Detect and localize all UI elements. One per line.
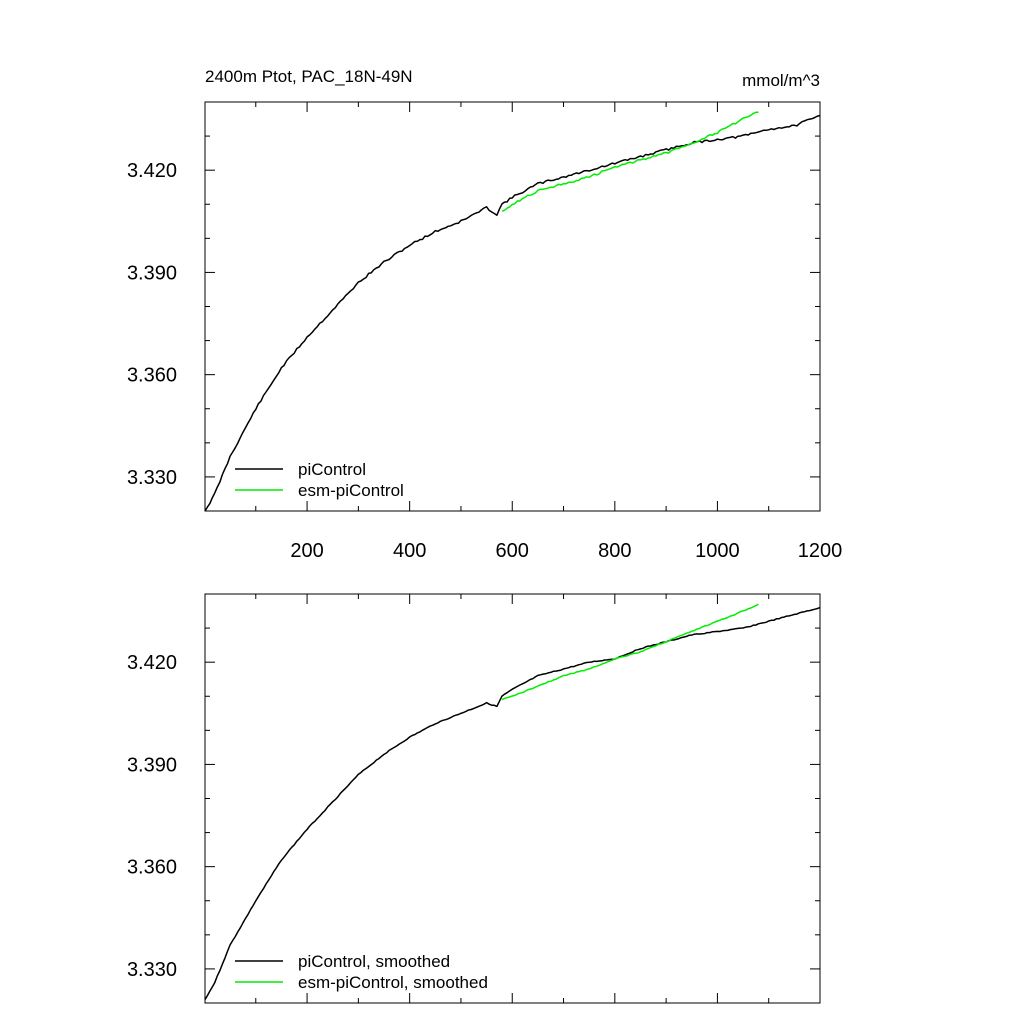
top-panel: 3.330 3.360 3.390 3.420 200 400 600 800 1000 1200… <box>127 101 843 562</box>
x-tick-label: 1200 <box>798 540 843 562</box>
series-line-esm-picontrol <box>501 603 759 701</box>
units-label: mmol/m^3 <box>742 71 820 90</box>
y-tick-label: 3.360 <box>127 857 177 879</box>
y-tick-label: 3.360 <box>127 365 177 387</box>
bottom-panel: 3.330 3.360 3.390 3.420 piControl, smoothed e… <box>127 593 821 1004</box>
legend-label: piControl, smoothed <box>298 952 450 971</box>
x-tick-label: 200 <box>290 540 323 562</box>
x-tick-label: 400 <box>393 540 426 562</box>
x-tick-label: 1000 <box>695 540 740 562</box>
y-tick-label: 3.330 <box>127 467 177 489</box>
legend-label: esm-piControl, smoothed <box>298 973 488 992</box>
y-tick-label: 3.390 <box>127 754 177 776</box>
y-tick-label: 3.420 <box>127 160 177 182</box>
series-line-picontrol <box>204 606 821 1000</box>
series-line-picontrol <box>204 114 821 512</box>
series-line-esm-picontrol <box>501 111 759 212</box>
plot-frame <box>204 593 821 1004</box>
y-tick-label: 3.330 <box>127 959 177 981</box>
x-tick-label: 600 <box>496 540 529 562</box>
figure-title: 2400m Ptot, PAC_18N-49N <box>205 67 413 86</box>
legend-label: esm-piControl <box>298 481 404 500</box>
x-tick-label: 800 <box>598 540 631 562</box>
y-tick-label: 3.390 <box>127 262 177 284</box>
legend-label: piControl <box>298 460 366 479</box>
y-tick-label: 3.420 <box>127 652 177 674</box>
plot-frame <box>204 101 821 512</box>
